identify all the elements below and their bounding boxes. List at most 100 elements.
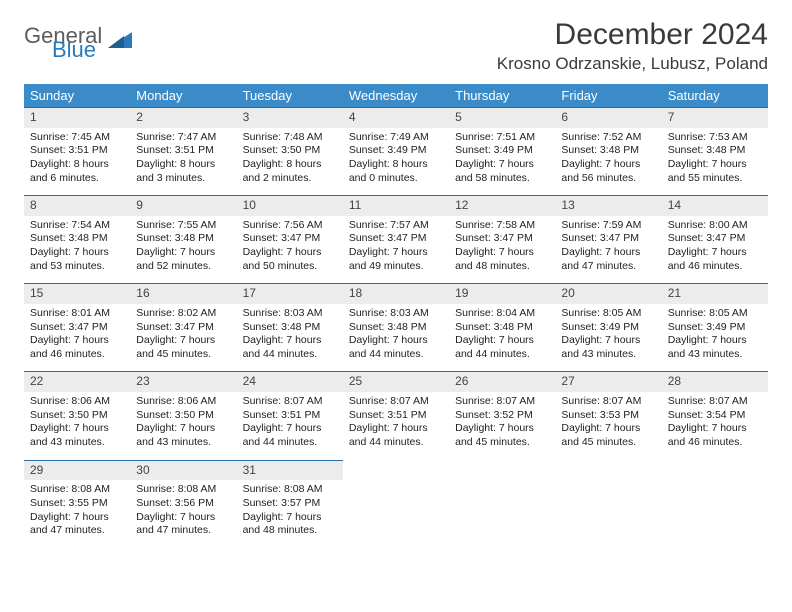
day-number-cell: 26 bbox=[449, 372, 555, 392]
sunset-text: Sunset: 3:48 PM bbox=[561, 144, 655, 158]
daylight-line1: Daylight: 8 hours bbox=[30, 158, 124, 172]
sunrise-text: Sunrise: 8:02 AM bbox=[136, 307, 230, 321]
sunset-text: Sunset: 3:47 PM bbox=[243, 232, 337, 246]
daylight-line2: and 44 minutes. bbox=[455, 348, 549, 362]
sunrise-text: Sunrise: 7:59 AM bbox=[561, 219, 655, 233]
logo-triangle-icon bbox=[108, 30, 132, 55]
day-content-cell: Sunrise: 8:02 AMSunset: 3:47 PMDaylight:… bbox=[130, 304, 236, 372]
daylight-line2: and 6 minutes. bbox=[30, 172, 124, 186]
daylight-line2: and 45 minutes. bbox=[136, 348, 230, 362]
day-number-cell: 19 bbox=[449, 284, 555, 304]
sunrise-text: Sunrise: 7:54 AM bbox=[30, 219, 124, 233]
sunset-text: Sunset: 3:53 PM bbox=[561, 409, 655, 423]
daylight-line1: Daylight: 7 hours bbox=[30, 422, 124, 436]
sunrise-text: Sunrise: 8:07 AM bbox=[349, 395, 443, 409]
day-number-cell: 27 bbox=[555, 372, 661, 392]
sunrise-text: Sunrise: 8:05 AM bbox=[668, 307, 762, 321]
day-content-cell: Sunrise: 7:57 AMSunset: 3:47 PMDaylight:… bbox=[343, 216, 449, 284]
sunset-text: Sunset: 3:48 PM bbox=[136, 232, 230, 246]
daylight-line1: Daylight: 7 hours bbox=[30, 246, 124, 260]
day-content-cell: Sunrise: 7:47 AMSunset: 3:51 PMDaylight:… bbox=[130, 128, 236, 196]
sunset-text: Sunset: 3:51 PM bbox=[349, 409, 443, 423]
daylight-line2: and 43 minutes. bbox=[136, 436, 230, 450]
day-number-cell: 28 bbox=[662, 372, 768, 392]
sunrise-text: Sunrise: 8:08 AM bbox=[243, 483, 337, 497]
day-number-cell: 8 bbox=[24, 196, 130, 216]
sunset-text: Sunset: 3:47 PM bbox=[668, 232, 762, 246]
daylight-line2: and 47 minutes. bbox=[136, 524, 230, 538]
daylight-line1: Daylight: 7 hours bbox=[561, 246, 655, 260]
daylight-line2: and 49 minutes. bbox=[349, 260, 443, 274]
sunset-text: Sunset: 3:52 PM bbox=[455, 409, 549, 423]
sunrise-text: Sunrise: 8:04 AM bbox=[455, 307, 549, 321]
day-content-cell: Sunrise: 8:08 AMSunset: 3:57 PMDaylight:… bbox=[237, 480, 343, 542]
day-number-cell: 6 bbox=[555, 108, 661, 128]
daylight-line2: and 3 minutes. bbox=[136, 172, 230, 186]
day-number-cell: 29 bbox=[24, 460, 130, 480]
daylight-line1: Daylight: 8 hours bbox=[349, 158, 443, 172]
day-content-cell: Sunrise: 8:07 AMSunset: 3:51 PMDaylight:… bbox=[343, 392, 449, 460]
day-number-cell: 22 bbox=[24, 372, 130, 392]
daylight-line2: and 47 minutes. bbox=[561, 260, 655, 274]
day-number-cell: 16 bbox=[130, 284, 236, 304]
daylight-line1: Daylight: 7 hours bbox=[243, 334, 337, 348]
day-header: Sunday bbox=[24, 84, 130, 108]
sunrise-text: Sunrise: 7:53 AM bbox=[668, 131, 762, 145]
day-number-cell: 13 bbox=[555, 196, 661, 216]
sunset-text: Sunset: 3:48 PM bbox=[455, 321, 549, 335]
sunset-text: Sunset: 3:50 PM bbox=[30, 409, 124, 423]
sunset-text: Sunset: 3:49 PM bbox=[349, 144, 443, 158]
sunrise-text: Sunrise: 8:07 AM bbox=[243, 395, 337, 409]
day-number-cell bbox=[449, 460, 555, 480]
daylight-line2: and 46 minutes. bbox=[668, 260, 762, 274]
sunset-text: Sunset: 3:51 PM bbox=[30, 144, 124, 158]
day-content-cell: Sunrise: 8:07 AMSunset: 3:51 PMDaylight:… bbox=[237, 392, 343, 460]
day-number-cell: 1 bbox=[24, 108, 130, 128]
sunrise-text: Sunrise: 7:56 AM bbox=[243, 219, 337, 233]
daylight-line2: and 44 minutes. bbox=[243, 348, 337, 362]
day-number-cell: 30 bbox=[130, 460, 236, 480]
daylight-line2: and 50 minutes. bbox=[243, 260, 337, 274]
day-number-cell: 18 bbox=[343, 284, 449, 304]
day-content-cell: Sunrise: 8:04 AMSunset: 3:48 PMDaylight:… bbox=[449, 304, 555, 372]
day-number-cell: 12 bbox=[449, 196, 555, 216]
daylight-line1: Daylight: 7 hours bbox=[243, 422, 337, 436]
day-content-cell: Sunrise: 8:08 AMSunset: 3:56 PMDaylight:… bbox=[130, 480, 236, 542]
sunset-text: Sunset: 3:48 PM bbox=[668, 144, 762, 158]
sunrise-text: Sunrise: 7:48 AM bbox=[243, 131, 337, 145]
sunrise-text: Sunrise: 8:07 AM bbox=[561, 395, 655, 409]
daylight-line2: and 44 minutes. bbox=[349, 436, 443, 450]
daylight-line1: Daylight: 7 hours bbox=[136, 511, 230, 525]
daylight-line1: Daylight: 7 hours bbox=[455, 334, 549, 348]
daylight-line2: and 43 minutes. bbox=[561, 348, 655, 362]
sunset-text: Sunset: 3:47 PM bbox=[349, 232, 443, 246]
daylight-line2: and 52 minutes. bbox=[136, 260, 230, 274]
day-content-cell bbox=[449, 480, 555, 542]
day-content-cell: Sunrise: 8:03 AMSunset: 3:48 PMDaylight:… bbox=[237, 304, 343, 372]
day-number-cell: 23 bbox=[130, 372, 236, 392]
day-number-cell: 25 bbox=[343, 372, 449, 392]
day-header: Saturday bbox=[662, 84, 768, 108]
day-header: Monday bbox=[130, 84, 236, 108]
sunrise-text: Sunrise: 7:52 AM bbox=[561, 131, 655, 145]
day-number-cell bbox=[555, 460, 661, 480]
day-content-cell: Sunrise: 7:49 AMSunset: 3:49 PMDaylight:… bbox=[343, 128, 449, 196]
daylight-line2: and 44 minutes. bbox=[349, 348, 443, 362]
day-content-cell: Sunrise: 8:06 AMSunset: 3:50 PMDaylight:… bbox=[24, 392, 130, 460]
sunrise-text: Sunrise: 8:08 AM bbox=[136, 483, 230, 497]
day-number-cell: 20 bbox=[555, 284, 661, 304]
day-header: Wednesday bbox=[343, 84, 449, 108]
daylight-line2: and 43 minutes. bbox=[30, 436, 124, 450]
day-content-cell bbox=[343, 480, 449, 542]
sunset-text: Sunset: 3:48 PM bbox=[243, 321, 337, 335]
daylight-line2: and 48 minutes. bbox=[243, 524, 337, 538]
daylight-line1: Daylight: 7 hours bbox=[561, 158, 655, 172]
daylight-line2: and 0 minutes. bbox=[349, 172, 443, 186]
day-number-cell: 21 bbox=[662, 284, 768, 304]
daylight-line2: and 2 minutes. bbox=[243, 172, 337, 186]
sunset-text: Sunset: 3:50 PM bbox=[243, 144, 337, 158]
day-content-cell: Sunrise: 7:45 AMSunset: 3:51 PMDaylight:… bbox=[24, 128, 130, 196]
daylight-line1: Daylight: 7 hours bbox=[349, 246, 443, 260]
daylight-line2: and 43 minutes. bbox=[668, 348, 762, 362]
sunset-text: Sunset: 3:48 PM bbox=[349, 321, 443, 335]
